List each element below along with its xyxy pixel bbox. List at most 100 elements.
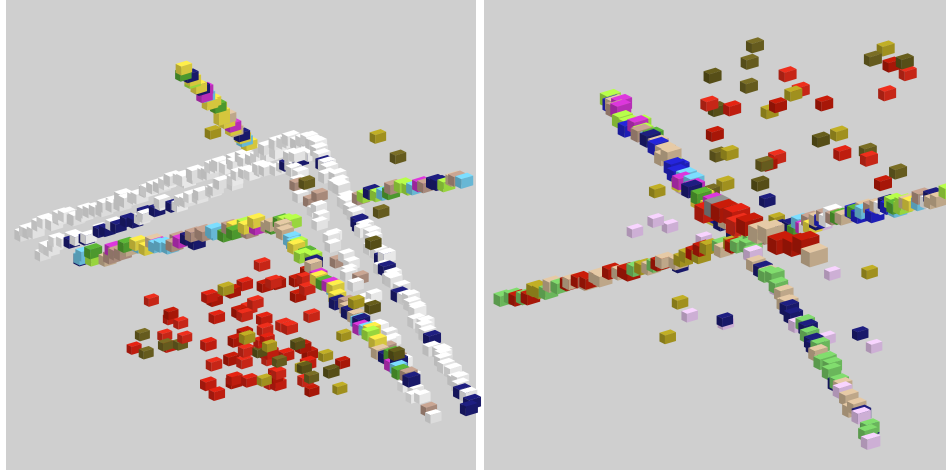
voxel-face [294,150,306,164]
voxel-face [901,56,914,70]
voxel-face [369,132,376,144]
voxel-face [675,166,697,175]
voxel-face [168,309,179,321]
voxel-face [860,436,868,451]
voxel-face [860,432,881,440]
voxel-face [177,333,183,345]
voxel-face [768,149,787,156]
voxel-face [864,209,872,224]
voxel-face [768,97,787,104]
voxel-face [183,191,189,204]
voxel-face [328,366,340,379]
voxel-face [182,333,193,345]
voxel-face [833,145,852,152]
voxel-face [258,161,275,168]
voxel-face [448,170,467,178]
voxel-face [31,219,38,232]
voxel-face [902,198,909,212]
voxel-face [655,141,677,150]
voxel-face [929,194,937,208]
voxel-face [866,267,878,280]
voxel-face [336,328,352,335]
voxel-face [304,370,320,376]
voxel-face [223,354,229,367]
voxel-face [746,56,759,70]
voxel-face [788,319,795,334]
voxel-face [173,316,189,322]
voxel-face [269,147,276,160]
voxel-face [422,340,441,348]
voxel-face [388,346,405,353]
voxel-face [889,166,896,180]
voxel-face [883,192,904,200]
voxel-face [332,381,348,388]
voxel-face [451,371,470,378]
voxel-face [520,291,528,306]
voxel-face [301,363,312,375]
voxel-face [328,288,347,296]
voxel-face [395,152,407,165]
voxel-face [711,128,724,143]
voxel-face [211,159,218,172]
voxel-face [702,192,724,200]
voxel-face [861,264,878,271]
voxel-face [736,212,764,223]
voxel-face [811,131,830,139]
voxel-face [720,144,739,152]
voxel-face [748,225,758,245]
voxel-face [297,375,303,388]
voxel-face [370,343,389,351]
voxel-face [375,131,387,144]
voxel-face [751,175,770,183]
voxel-face [26,226,33,240]
voxel-face [364,230,383,238]
voxel-face [821,366,829,381]
voxel-face [938,185,946,200]
voxel-face [338,248,355,255]
voxel-face [270,277,282,290]
voxel-face [252,347,258,359]
voxel-face [38,242,45,255]
voxel-face [437,179,444,193]
voxel-face [372,204,390,211]
voxel-face [830,129,837,142]
voxel-face [244,332,256,345]
voxel-face [415,319,434,326]
voxel-face [706,98,719,112]
voxel-face [444,362,463,370]
voxel-face [873,175,892,182]
voxel-face [256,281,263,294]
voxel-face [299,284,305,297]
voxel-face [660,149,668,164]
voxel-face [705,125,724,133]
voxel-face [207,98,219,111]
voxel-face [832,385,840,399]
voxel-face [626,226,633,239]
voxel-face [677,297,689,310]
voxel-face [879,178,892,192]
voxel-face [863,50,882,58]
voxel-face [338,251,344,264]
voxel-face [354,225,361,239]
voxel-face [630,127,638,143]
voxel-face [799,325,820,333]
voxel-face [296,363,302,375]
voxel-face [418,328,425,341]
voxel-face [126,217,133,229]
voxel-face [320,160,339,168]
voxel-face [377,260,396,267]
voxel-face [671,171,693,180]
voxel-face [304,386,310,398]
voxel-face [723,202,751,213]
voxel-face [361,325,380,333]
voxel-face [129,234,148,242]
voxel-face [332,179,351,186]
voxel-face [867,435,881,451]
voxel-face [265,277,271,290]
voxel-face [755,155,774,163]
voxel-face [119,215,126,228]
voxel-face [815,95,834,102]
voxel-face [119,212,137,219]
voxel-face [309,135,328,143]
voxel-face [757,269,765,284]
